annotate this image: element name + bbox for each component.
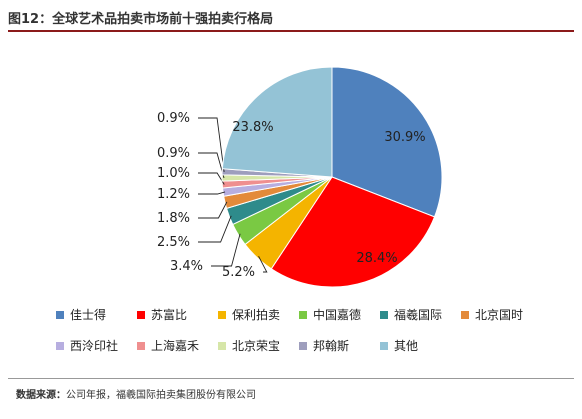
legend-item: 中国嘉德 [299, 306, 380, 323]
legend-item: 北京国时 [461, 306, 542, 323]
legend-label: 北京荣宝 [232, 339, 281, 353]
legend-label: 苏富比 [151, 308, 188, 322]
title-divider [8, 30, 574, 32]
legend-swatch [218, 341, 226, 350]
slice-label: 1.8% [157, 211, 190, 226]
legend-label: 其他 [394, 339, 419, 353]
leader-line [198, 201, 228, 219]
legend-item: 西泠印社 [56, 337, 137, 354]
legend-swatch [56, 310, 64, 319]
legend-label: 保利拍卖 [232, 308, 281, 322]
legend-label: 上海嘉禾 [151, 339, 200, 353]
legend-label: 福羲国际 [394, 308, 443, 322]
legend-label: 中国嘉德 [313, 308, 362, 322]
slice-label: 30.9% [384, 130, 425, 145]
slice-label: 5.2% [222, 265, 255, 280]
slice-label: 3.4% [170, 259, 203, 274]
slice-label: 0.9% [157, 111, 190, 126]
legend-swatch [218, 310, 226, 319]
legend-item: 苏富比 [137, 306, 218, 323]
slice-label: 1.2% [157, 187, 190, 202]
source-note: 数据来源：公司年报，福羲国际拍卖集团股份有限公司 [16, 386, 256, 401]
slice-label: 28.4% [356, 251, 397, 266]
legend-swatch [299, 341, 307, 350]
leader-line [198, 172, 225, 185]
source-text: 公司年报，福羲国际拍卖集团股份有限公司 [66, 390, 256, 401]
legend-label: 西泠印社 [70, 339, 119, 353]
source-prefix: 数据来源： [16, 390, 66, 401]
legend-item: 其他 [380, 337, 461, 354]
slice-label: 0.9% [157, 146, 190, 161]
legend-swatch [461, 310, 469, 319]
leader-line [198, 191, 226, 195]
leader-line [198, 117, 225, 172]
legend-swatch [380, 341, 388, 350]
legend-item: 保利拍卖 [218, 306, 299, 323]
slice-label: 1.0% [157, 166, 190, 181]
legend-swatch [56, 341, 64, 350]
pie-slice [331, 66, 443, 218]
slice-label: 23.8% [232, 120, 273, 135]
legend-label: 邦翰斯 [313, 339, 350, 353]
chart-title: 图12：全球艺术品拍卖市场前十强拍卖行格局 [8, 12, 274, 27]
legend-swatch [380, 310, 388, 319]
legend-label: 佳士得 [70, 308, 107, 322]
legend-item: 佳士得 [56, 306, 137, 323]
legend-item: 邦翰斯 [299, 337, 380, 354]
source-divider [8, 378, 574, 379]
legend: 佳士得 苏富比 保利拍卖 中国嘉德 福羲国际 北京国时西泠印社 上海嘉禾 北京荣宝 邦翰斯 其他 [56, 306, 576, 354]
legend-swatch [137, 341, 145, 350]
legend-item: 上海嘉禾 [137, 337, 218, 354]
legend-item: 北京荣宝 [218, 337, 299, 354]
legend-swatch [299, 310, 307, 319]
pie-slice [221, 66, 333, 178]
slice-label: 2.5% [157, 235, 190, 250]
pie-slice [270, 176, 436, 288]
leader-line [198, 152, 225, 179]
legend-swatch [137, 310, 145, 319]
legend-label: 北京国时 [475, 308, 524, 322]
leader-line [198, 215, 232, 243]
leader-line [258, 255, 268, 273]
pie-chart: 30.9% 28.4% 5.2% 3.4% 2.5% 1.8% 1.2% 1.0% 0.9% 0.… [157, 66, 443, 288]
leader-line [211, 233, 241, 267]
legend-item: 福羲国际 [380, 306, 461, 323]
